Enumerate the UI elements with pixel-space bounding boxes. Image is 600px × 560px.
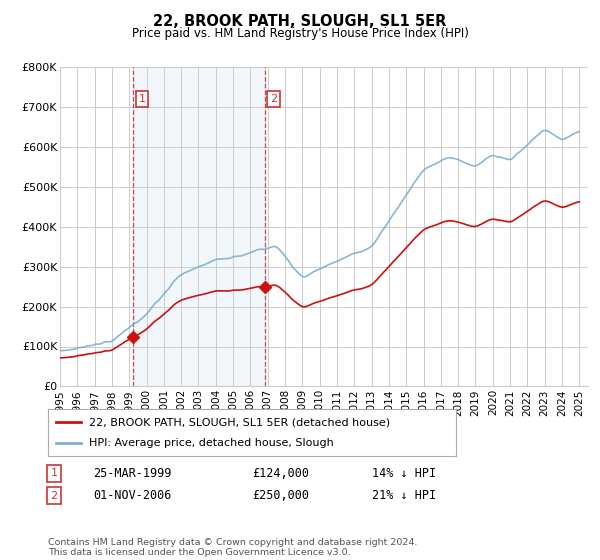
Text: 01-NOV-2006: 01-NOV-2006 (93, 489, 172, 502)
Text: 2: 2 (50, 491, 58, 501)
Text: 21% ↓ HPI: 21% ↓ HPI (372, 489, 436, 502)
Text: £124,000: £124,000 (252, 466, 309, 480)
Text: 2: 2 (270, 94, 277, 104)
Bar (133, 67, 265, 386)
Text: 1: 1 (50, 468, 58, 478)
Text: 1: 1 (139, 94, 145, 104)
Text: 14% ↓ HPI: 14% ↓ HPI (372, 466, 436, 480)
Text: 22, BROOK PATH, SLOUGH, SL1 5ER (detached house): 22, BROOK PATH, SLOUGH, SL1 5ER (detache… (89, 417, 390, 427)
Text: Price paid vs. HM Land Registry's House Price Index (HPI): Price paid vs. HM Land Registry's House … (131, 27, 469, 40)
Text: 25-MAR-1999: 25-MAR-1999 (93, 466, 172, 480)
Text: £250,000: £250,000 (252, 489, 309, 502)
Text: Contains HM Land Registry data © Crown copyright and database right 2024.
This d: Contains HM Land Registry data © Crown c… (48, 538, 418, 557)
Text: HPI: Average price, detached house, Slough: HPI: Average price, detached house, Slou… (89, 438, 334, 448)
Text: 22, BROOK PATH, SLOUGH, SL1 5ER: 22, BROOK PATH, SLOUGH, SL1 5ER (154, 14, 446, 29)
